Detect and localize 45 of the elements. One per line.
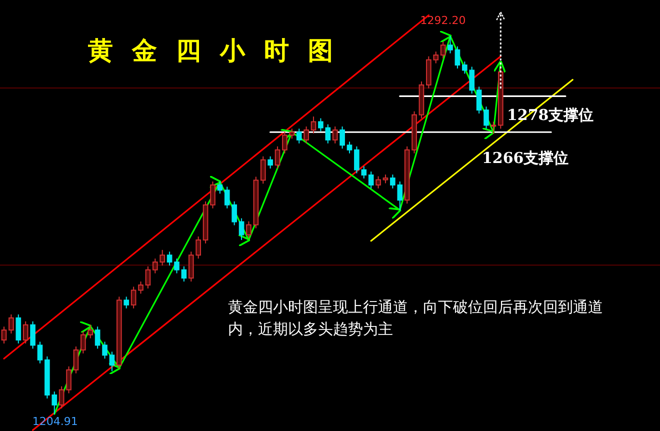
text: 1292.20	[420, 14, 466, 27]
candlestick	[332, 126, 338, 144]
candlestick	[1, 326, 7, 344]
candlestick	[130, 286, 136, 309]
candlestick	[238, 218, 244, 240]
candlestick	[246, 220, 252, 239]
candlestick	[210, 181, 216, 209]
candlestick	[166, 251, 172, 266]
candlestick	[296, 128, 302, 144]
candlestick	[73, 346, 79, 374]
candlestick	[340, 126, 345, 150]
candlestick	[476, 86, 482, 114]
candlestick	[346, 141, 352, 154]
candlestick	[282, 131, 288, 154]
candlestick	[304, 126, 309, 144]
candlestick	[260, 156, 266, 184]
candlestick	[16, 314, 22, 344]
candlestick	[217, 181, 223, 194]
candlestick	[109, 351, 115, 372]
candlestick	[274, 146, 280, 170]
candlestick	[174, 258, 180, 274]
candlestick	[181, 266, 187, 282]
candlestick	[310, 116, 316, 134]
candlestick	[124, 296, 130, 309]
candlestick	[490, 121, 496, 134]
candlestick	[30, 320, 36, 350]
candlestick	[368, 171, 374, 189]
candlestick	[440, 41, 446, 60]
candlestick	[37, 341, 43, 364]
candlestick	[8, 314, 14, 334]
candlestick	[289, 128, 295, 140]
candlestick	[102, 341, 108, 360]
candlestick	[376, 176, 381, 189]
chart-title: 黄金四小时图	[88, 35, 352, 67]
annotation: 黄金四小时图呈现上行通道，向下破位回后再次回到通道内，近期以多头趋势为主	[228, 297, 604, 340]
annotation: 1266支撑位	[482, 149, 569, 168]
candlestick	[138, 281, 144, 294]
candlestick	[454, 46, 460, 69]
candlestick	[94, 326, 100, 350]
candlestick	[22, 320, 28, 344]
candlestick	[268, 156, 273, 170]
candlestick	[448, 36, 453, 54]
candlestick	[484, 106, 489, 130]
candlestick	[66, 366, 72, 394]
candlestick	[58, 386, 64, 409]
